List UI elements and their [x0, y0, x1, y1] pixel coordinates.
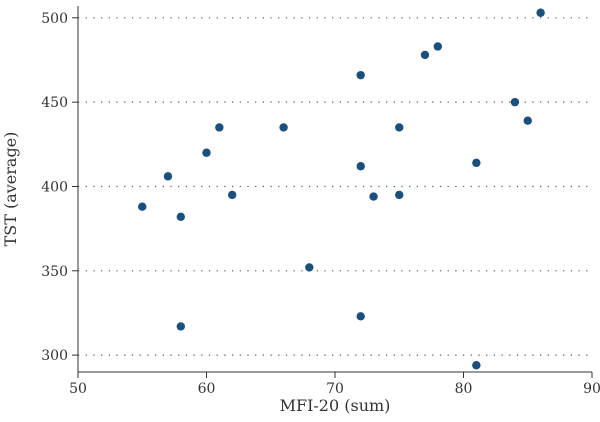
x-tick-label-80: 80	[455, 381, 473, 397]
y-tick-label-350: 350	[41, 264, 68, 280]
ticks: 300 350 400 450 500 50 60 70 80 90	[41, 11, 600, 397]
x-tick-label-60: 60	[198, 381, 216, 397]
data-point-4	[176, 322, 185, 331]
data-point-21	[523, 116, 532, 125]
y-tick-label-500: 500	[41, 11, 68, 27]
data-point-5	[202, 148, 211, 157]
data-point-14	[395, 123, 404, 132]
y-tick-label-300: 300	[41, 348, 68, 364]
data-point-17	[433, 42, 442, 51]
data-point-6	[215, 123, 224, 132]
x-axis-label: MFI-20 (sum)	[280, 396, 391, 415]
data-point-20	[510, 97, 520, 107]
data-point-19	[472, 361, 481, 370]
data-point-9	[305, 263, 314, 272]
data-point-3	[176, 212, 185, 222]
x-tick-label-70: 70	[326, 381, 344, 397]
y-axis-label: TST (average)	[1, 132, 20, 247]
data-point-8	[279, 123, 288, 132]
data-point-7	[228, 190, 237, 200]
data-point-2	[163, 172, 173, 181]
y-tick-label-400: 400	[41, 179, 68, 195]
data-point-11	[356, 162, 365, 171]
data-point-12	[356, 312, 365, 321]
data-point-15	[395, 190, 404, 200]
axes	[77, 6, 592, 373]
data-points	[138, 8, 545, 370]
y-tick-label-450: 450	[41, 95, 68, 111]
data-point-13	[369, 192, 378, 201]
data-point-1	[138, 202, 147, 211]
data-point-10	[356, 70, 365, 80]
data-point-16	[420, 50, 430, 60]
x-tick-label-90: 90	[583, 381, 600, 397]
gridlines	[78, 17, 592, 356]
data-point-18	[472, 158, 481, 168]
x-tick-label-50: 50	[69, 381, 87, 397]
data-point-22	[536, 8, 545, 17]
